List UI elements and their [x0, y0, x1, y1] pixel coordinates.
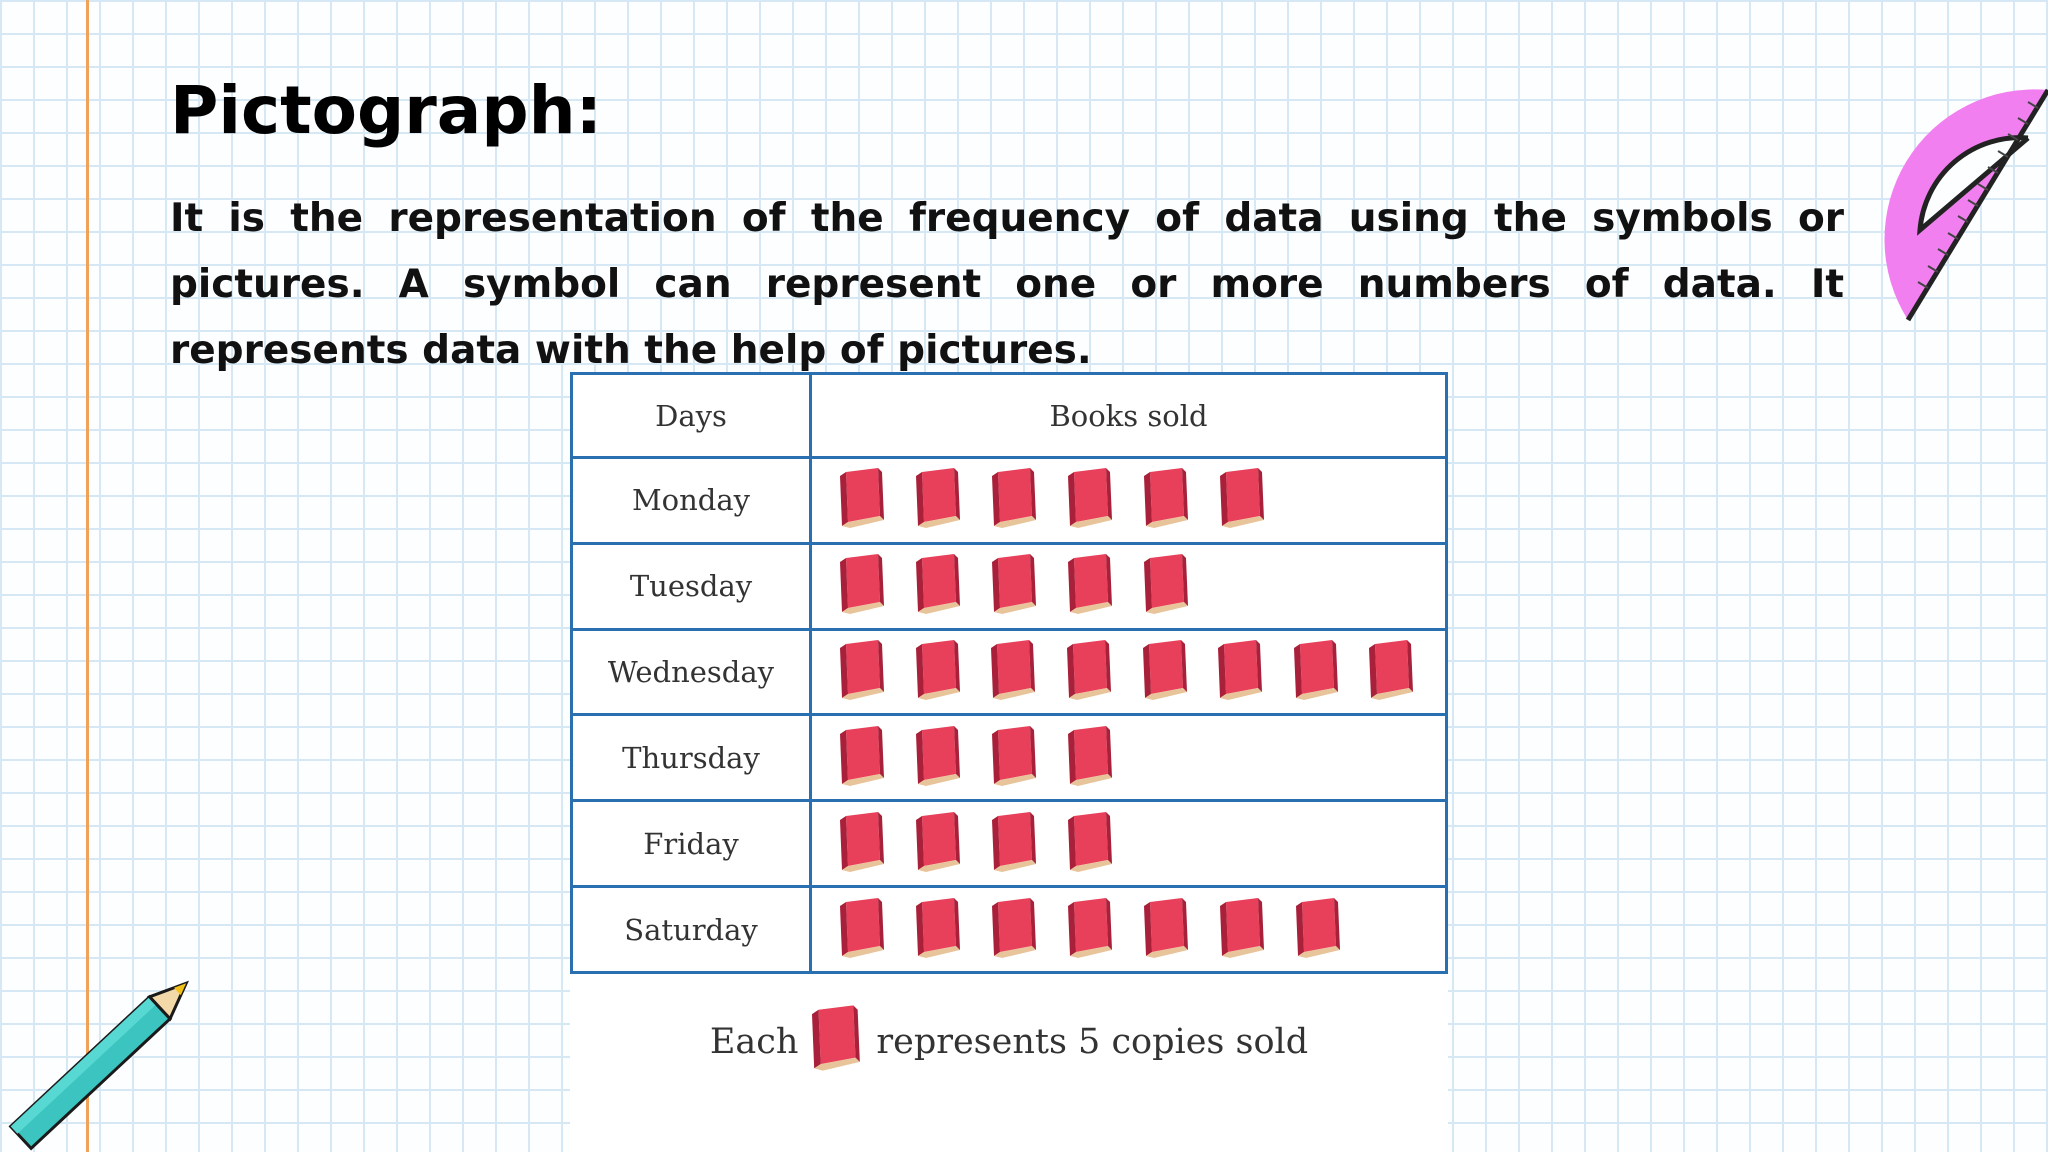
key-suffix: represents 5 copies sold: [876, 1022, 1309, 1062]
book-icon: [1068, 897, 1144, 963]
book-icon: [1220, 467, 1296, 533]
book-icon: [1144, 897, 1220, 963]
pictograph-chart: Days Books sold Monday Tuesday Wednesday Th…: [570, 372, 1448, 1152]
book-icon: [840, 467, 916, 533]
column-header-days: Days: [570, 372, 812, 459]
book-icon: [840, 553, 916, 619]
book-icon: [840, 897, 916, 963]
column-header-books-sold: Books sold: [809, 372, 1448, 459]
book-icon: [1068, 725, 1144, 791]
book-icon: [1068, 553, 1144, 619]
book-icon: [992, 897, 1068, 963]
book-icon: [992, 725, 1068, 791]
book-icon: [992, 553, 1068, 619]
book-icon: [1220, 897, 1296, 963]
table-row: Thursday: [570, 713, 1448, 803]
table-row: Wednesday: [570, 627, 1448, 717]
books-sold-cell: [809, 799, 1448, 889]
pencil-icon: [8, 980, 190, 1151]
table-row: Tuesday: [570, 541, 1448, 631]
day-label: Friday: [570, 799, 812, 889]
book-icon: [1293, 639, 1370, 705]
books-sold-cell: [809, 885, 1448, 974]
books-sold-cell: [809, 713, 1448, 803]
day-label: Saturday: [570, 885, 812, 974]
book-icon: [1144, 553, 1220, 619]
notebook-margin-line: [86, 0, 89, 1152]
book-icon: [1066, 639, 1143, 705]
pictograph-table: Days Books sold Monday Tuesday Wednesday Th…: [570, 372, 1448, 974]
description-text: It is the representation of the frequenc…: [170, 196, 1844, 373]
day-label: Monday: [570, 456, 812, 545]
book-icon: [992, 467, 1068, 533]
book-icon: [1068, 467, 1144, 533]
book-icon: [916, 811, 992, 877]
protractor-icon: [1884, 88, 2048, 322]
book-icon: [1296, 897, 1372, 963]
table-row: Saturday: [570, 885, 1448, 974]
book-icon: [916, 553, 992, 619]
pictograph-key: Each represents 5 copies sold: [570, 977, 1448, 1107]
page-title: Pictograph:: [170, 72, 602, 149]
table-header-row: Days Books sold: [570, 372, 1448, 459]
day-label: Thursday: [570, 713, 812, 803]
book-icon: [1068, 811, 1144, 877]
book-icon: [991, 639, 1067, 705]
book-icon: [1144, 467, 1220, 533]
book-icon: [916, 897, 992, 963]
books-sold-cell: [809, 456, 1448, 545]
book-icon: [840, 811, 916, 877]
table-row: Friday: [570, 799, 1448, 889]
book-icon: [915, 639, 992, 705]
book-icon: [840, 639, 916, 705]
book-icon: [992, 811, 1068, 877]
books-sold-cell: [809, 627, 1448, 717]
book-icon: [1369, 639, 1445, 705]
book-icon: [840, 725, 916, 791]
book-icon: [1218, 639, 1294, 705]
book-icon: [916, 467, 992, 533]
key-book-icon: [812, 1003, 862, 1082]
book-icon: [916, 725, 992, 791]
day-label: Tuesday: [570, 541, 812, 631]
table-row: Monday: [570, 456, 1448, 545]
day-label: Wednesday: [570, 627, 812, 717]
books-sold-cell: [809, 541, 1448, 631]
book-icon: [1142, 639, 1219, 705]
key-prefix: Each: [709, 1022, 799, 1062]
